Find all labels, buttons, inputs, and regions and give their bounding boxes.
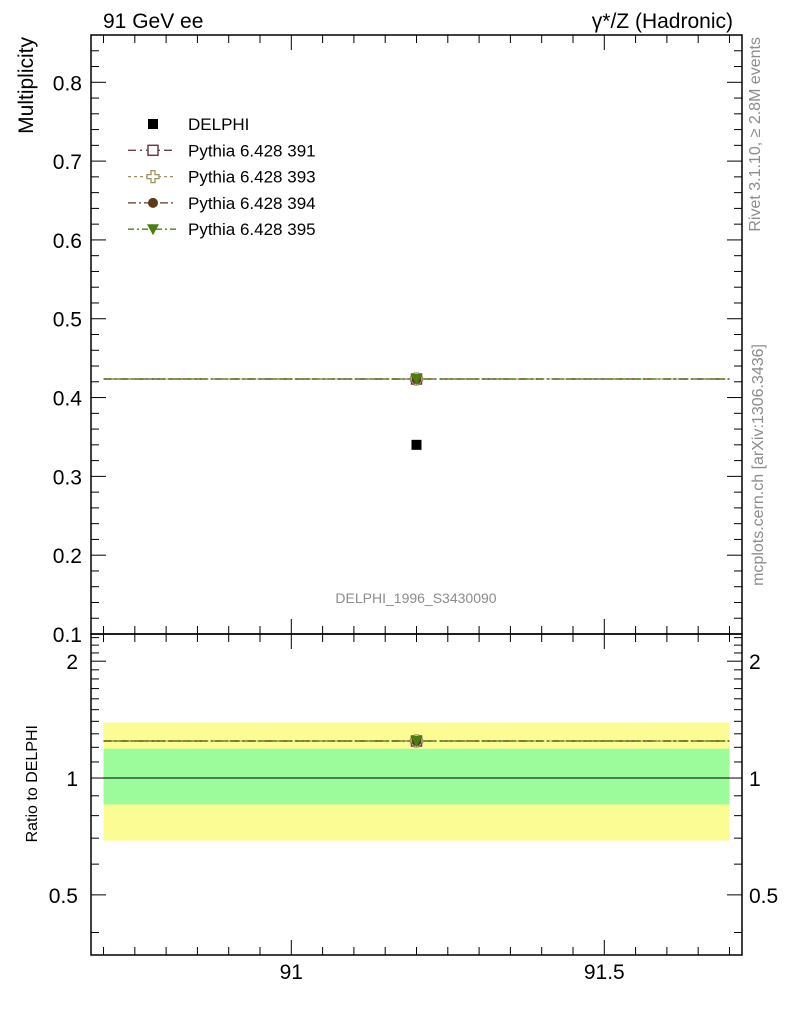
header-left-label: 91 GeV ee [103,10,203,33]
legend-marker-3 [148,197,158,208]
legend-label-2: Pythia 6.428 393 [188,168,316,187]
main-y-tick-label: 0.8 [53,72,82,95]
legend-label-1: Pythia 6.428 391 [188,141,316,160]
ratio-inner-band [103,748,730,805]
ratio-marker-4 [410,736,423,748]
main-y-tick-label: 0.7 [53,151,82,174]
x-tick-label: 91 [280,961,303,984]
ratio-y-tick-label-right: 2 [749,651,761,674]
ratio-y-tick-label-right: 0.5 [749,885,778,908]
main-y-tick-label: 0.2 [53,545,82,568]
ratio-y-axis-title: Ratio to DELPHI [24,725,41,842]
legend: DELPHI Pythia 6.428 391 Pythia 6.428 393 Py… [128,115,316,239]
legend-marker-2 [146,169,160,184]
legend-label-3: Pythia 6.428 394 [188,194,316,213]
legend-label-0: DELPHI [188,115,249,134]
legend-marker-1 [147,144,159,157]
rivet-version-label: Rivet 3.1.10, ≥ 2.8M events [747,37,764,232]
analysis-watermark: DELPHI_1996_S3430090 [335,590,496,606]
main-y-axis-title: Multiplicity [15,37,38,134]
main-y-tick-label: 0.5 [53,309,82,332]
x-tick-label: 91.5 [584,961,625,984]
ratio-x-axis-ticks: 91 91.5 [103,634,730,984]
header-right-label: γ*/Z (Hadronic) [592,10,733,33]
legend-marker-4 [147,224,159,236]
ratio-series-group [103,734,730,779]
data-point-delphi [411,439,422,450]
legend-label-4: Pythia 6.428 395 [188,220,316,239]
legend-marker-0 [148,119,158,129]
main-y-tick-label: 0.3 [53,466,82,489]
main-y-axis-ticks: 0.1 0.2 0.3 0.4 0.5 0.6 0.7 0.8 [53,50,742,647]
main-y-tick-label: 0.6 [53,230,82,253]
ratio-y-tick-label: 1 [66,768,78,791]
mcplots-label: mcplots.cern.ch [arXiv:1306.3436] [750,344,767,586]
ratio-y-tick-label: 2 [66,651,78,674]
main-y-tick-label: 0.1 [53,624,82,647]
ratio-y-tick-label: 0.5 [49,885,78,908]
main-series-group [103,372,730,450]
mc-marker-4 [410,374,423,386]
ratio-y-tick-label-right: 1 [749,768,761,791]
ratio-y-axis-ticks: 0.5 0.5 1 1 2 2 [49,637,778,933]
main-x-axis-ticks [103,35,730,634]
main-y-tick-label: 0.4 [53,388,83,411]
